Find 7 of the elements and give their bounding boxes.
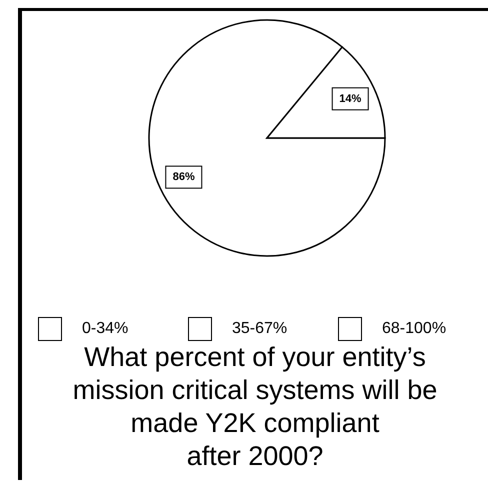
legend-label: 68-100% <box>382 320 446 338</box>
data-label: 86% <box>172 171 195 184</box>
text: What percent of your entity’s mission critical systems will be made Y2K compliant after 2000? <box>72 341 438 473</box>
legend-label: 0-34% <box>82 320 128 338</box>
data-label: 14% <box>339 92 362 105</box>
legend-label: 35-67% <box>232 320 288 338</box>
pie-slice <box>148 19 386 257</box>
